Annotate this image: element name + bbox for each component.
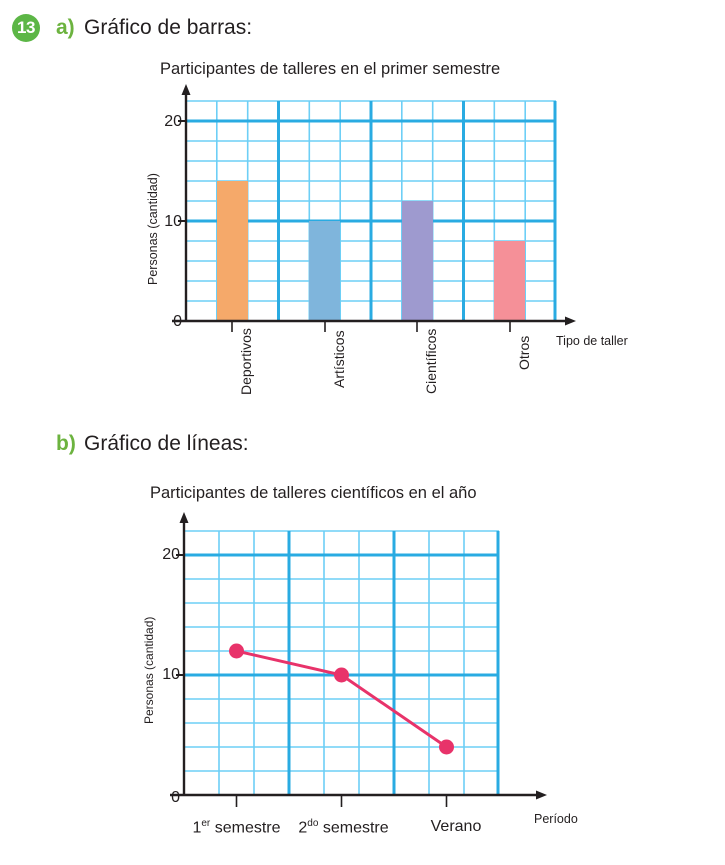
line-chart-series — [229, 643, 454, 755]
bar-cientificos — [401, 201, 433, 321]
line-chart-xcat-2do-semestre: 2do semestre — [273, 818, 414, 837]
part-title-b: Gráfico de líneas: — [84, 432, 249, 455]
bar-otros — [494, 241, 526, 321]
line-chart-xcat-verano: Verano — [430, 818, 482, 835]
line-chart-xcat-1er-rest: semestre — [210, 819, 281, 837]
bar-chart-title: Participantes de talleres en el primer s… — [160, 60, 501, 78]
line-chart-title: Participantes de talleres científicos en… — [150, 484, 477, 502]
bar-chart-ytick-10: 10 — [164, 213, 182, 230]
line-chart-plot-area — [184, 530, 500, 795]
bar-chart: Participantes de talleres en el primer s… — [0, 0, 725, 410]
line-chart-x-axis-label: Período — [534, 812, 578, 826]
exercise-number-badge: 13 — [12, 14, 40, 42]
line-chart-ytick-10: 10 — [162, 666, 180, 683]
line-chart-xcat-2do-rest: semestre — [318, 819, 389, 837]
line-chart-xcat-1er-semestre: 1er semestre — [166, 818, 307, 837]
bar-artisticos — [309, 221, 341, 321]
bar-chart-plot-area — [186, 100, 557, 321]
line-chart-xcat-1er-base: 1 — [192, 819, 202, 837]
line-chart-gridlines — [184, 530, 500, 795]
line-chart-xcat-2do-sup: do — [307, 818, 319, 829]
part-title-a: Gráfico de barras: — [84, 16, 253, 39]
bar-deportivos — [216, 181, 248, 321]
part-marker-b: b) — [56, 432, 76, 455]
line-chart-xcat-1er-sup: er — [201, 818, 211, 829]
line-chart-ytick-0: 0 — [171, 789, 180, 806]
bar-chart-ytick-20: 20 — [164, 113, 182, 130]
line-chart-ytick-20: 20 — [162, 546, 180, 563]
bar-chart-x-axis-label: Tipo de taller — [556, 334, 628, 348]
line-chart-xcat-2do-base: 2 — [298, 819, 308, 837]
part-marker-a: a) — [56, 16, 75, 39]
